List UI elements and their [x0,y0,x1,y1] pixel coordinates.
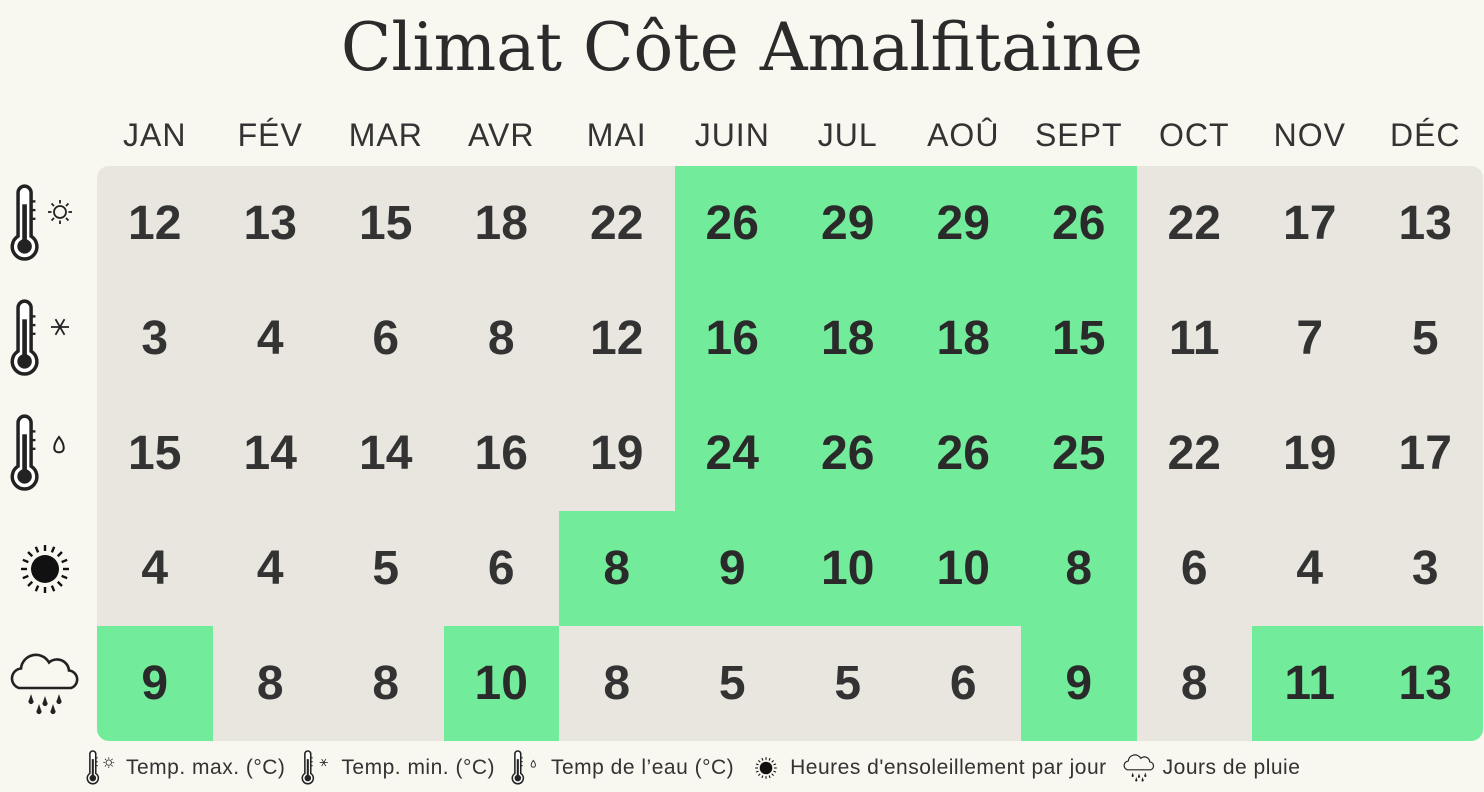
chart-title: Climat Côte Amalfitaine [340,9,1144,86]
value-cell: 8 [487,312,515,365]
legend-item: Temp. min. (°C) [299,750,495,786]
value-cell: 8 [559,511,675,626]
value-cell: 17 [1398,427,1452,480]
month-label: SEPT [1034,117,1123,153]
legend-item: Heures d'ensoleillement par jour [748,750,1107,786]
value-cell: 8 [256,657,284,710]
value-cell: 9 [97,626,213,741]
value-cell: 14 [243,427,297,480]
value-cell: 16 [474,427,528,480]
value-cell: 10 [790,511,906,626]
value-cell: 10 [905,511,1021,626]
value-cell: 26 [790,396,906,511]
value-cell: 14 [359,427,413,480]
value-cell: 19 [1283,427,1337,480]
legend-label: Temp. min. (°C) [341,756,495,779]
value-cell: 13 [1398,197,1452,250]
value-cell: 8 [1021,511,1137,626]
value-cell: 9 [674,511,790,626]
value-cell: 26 [905,396,1021,511]
value-cell: 15 [1021,281,1137,396]
value-cell: 3 [1411,542,1439,595]
month-label: JUL [817,117,878,153]
value-cell: 8 [1180,657,1208,710]
month-label: MAR [348,117,423,153]
value-cell: 25 [1021,396,1137,511]
value-cell: 4 [141,542,169,595]
value-cell: 22 [590,197,644,250]
value-cell: 22 [1167,427,1221,480]
value-cell: 9 [1021,626,1137,741]
thermometer-snowflake-icon [0,281,90,396]
value-cell: 7 [1296,312,1324,365]
value-cell: 15 [359,197,413,250]
legend-item: Temp. max. (°C) [84,750,285,786]
value-cell: 10 [443,626,559,741]
month-header-row: JAN FÉV MAR AVR MAI JUIN JUL AOÛ SEPT OCT NOV DÉC [97,112,1483,158]
thermometer-water-icon [0,396,90,511]
value-cell: 8 [603,657,631,710]
month-label: OCT [1158,117,1230,153]
month-label: AVR [468,117,535,153]
value-cell: 12 [590,312,644,365]
value-cell: 15 [128,427,182,480]
value-cell: 24 [674,396,790,511]
legend-label: Temp. max. (°C) [126,756,286,779]
thermometer-snowflake-icon [299,750,341,786]
value-cell: 6 [949,657,977,710]
rain-cloud-icon [0,626,90,741]
value-cell: 16 [674,281,790,396]
month-label: DÉC [1389,117,1461,153]
value-cell: 6 [372,312,400,365]
value-cell: 3 [141,312,169,365]
legend-label: Heures d'ensoleillement par jour [790,756,1107,779]
legend-label: Jours de pluie [1162,756,1301,779]
value-cell: 12 [128,197,182,250]
legend: Temp. max. (°C) Temp. min. (°C) Temp de l’… [84,748,1314,788]
value-cell: 5 [372,542,400,595]
value-cell: 18 [474,197,528,250]
value-cell: 18 [790,281,906,396]
sun-icon [748,750,790,786]
value-cell: 5 [718,657,746,710]
value-cell: 13 [1367,626,1483,741]
value-cell: 6 [487,542,515,595]
value-cell: 19 [590,427,644,480]
value-cell: 6 [1180,542,1208,595]
value-cell: 29 [790,166,906,281]
value-cell: 22 [1167,197,1221,250]
legend-item: Jours de pluie [1121,750,1301,786]
value-cell: 5 [834,657,862,710]
value-cell: 26 [674,166,790,281]
climate-grid: 12 13 15 18 22 26 29 29 26 22 17 13 3 4 6 8 12 16 18 18 15 11… [97,166,1483,741]
value-cell: 11 [1168,312,1220,365]
month-label: JUIN [694,117,770,153]
value-cell: 26 [1021,166,1137,281]
value-cell: 18 [905,281,1021,396]
value-cell: 13 [243,197,297,250]
legend-label: Temp de l’eau (°C) [551,756,735,779]
sun-icon [0,511,90,626]
value-cell: 4 [256,542,284,595]
value-cell: 4 [256,312,284,365]
value-cell: 4 [1296,542,1324,595]
thermometer-sun-icon [84,750,126,786]
rain-cloud-icon [1121,750,1163,786]
value-cell: 5 [1411,312,1439,365]
value-cell: 11 [1252,626,1368,741]
legend-item: Temp de l’eau (°C) [509,750,734,786]
value-cell: 17 [1283,197,1337,250]
value-cell: 8 [372,657,400,710]
month-label: FÉV [237,117,303,153]
month-label: AOÛ [927,117,1000,153]
month-label: JAN [123,117,187,153]
value-cell: 29 [905,166,1021,281]
thermometer-sun-icon [0,166,90,281]
month-label: MAI [586,117,647,153]
thermometer-water-icon [509,750,551,786]
month-label: NOV [1273,117,1346,153]
